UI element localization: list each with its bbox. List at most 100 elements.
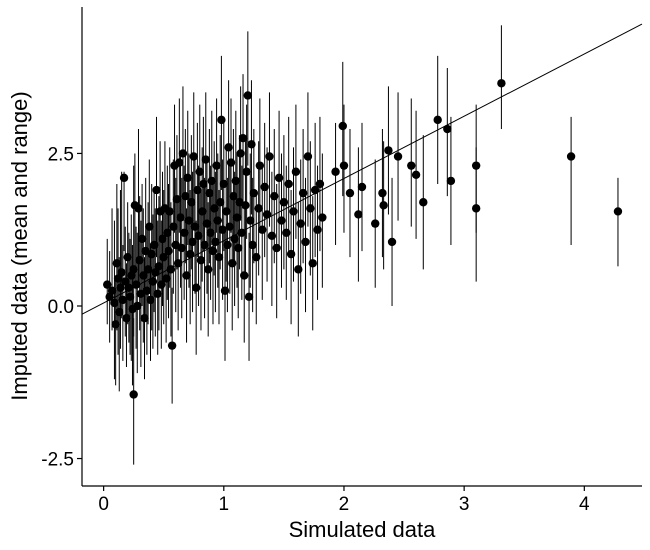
data-point [234, 243, 243, 253]
data-point [169, 222, 178, 231]
data-point [176, 213, 185, 222]
data-point [232, 213, 242, 222]
data-point [159, 252, 168, 262]
data-point [166, 265, 176, 274]
data-point [172, 195, 182, 204]
data-point [354, 210, 363, 219]
data-point [296, 219, 305, 228]
data-point [112, 259, 122, 268]
data-point [223, 240, 232, 250]
data-point [139, 271, 148, 280]
data-point [279, 198, 289, 207]
data-point [254, 204, 263, 213]
data-point [208, 246, 218, 256]
data-point [267, 231, 277, 241]
data-point [133, 301, 142, 311]
data-point [219, 179, 229, 189]
data-point [260, 182, 269, 192]
data-point [207, 176, 216, 186]
data-point [566, 152, 576, 161]
data-point [179, 228, 189, 237]
data-point [117, 268, 126, 277]
y-tick-label: -2.5 [41, 450, 74, 471]
data-point [272, 243, 281, 253]
data-point [140, 313, 149, 323]
data-point [222, 207, 231, 216]
x-axis-title: Simulated data [289, 517, 437, 542]
data-point [270, 191, 279, 201]
y-tick-label: 0.0 [48, 297, 74, 318]
data-point [167, 341, 177, 350]
data-point [379, 201, 388, 210]
data-point [231, 176, 241, 186]
x-tick-label: 4 [579, 494, 590, 515]
data-point [294, 265, 303, 274]
data-point [197, 207, 207, 216]
data-point [471, 161, 481, 170]
data-point [338, 121, 347, 131]
data-point [173, 259, 183, 268]
data-point [201, 155, 210, 164]
data-points [103, 79, 623, 399]
data-point [384, 146, 393, 155]
x-tick-label: 0 [98, 494, 109, 515]
data-point [497, 79, 506, 88]
data-point [262, 210, 272, 219]
data-point [211, 237, 220, 247]
data-point [226, 158, 236, 167]
data-point [177, 243, 186, 253]
data-point [131, 280, 141, 289]
data-point [238, 133, 248, 143]
data-point [212, 161, 221, 170]
data-point [196, 256, 206, 265]
data-point [183, 173, 192, 183]
data-point [199, 179, 208, 189]
data-point [191, 283, 201, 292]
data-point [187, 198, 196, 207]
data-point [142, 286, 152, 295]
data-point [378, 188, 387, 198]
data-point [248, 240, 257, 250]
data-point [158, 234, 167, 244]
data-point [146, 295, 155, 305]
data-point [111, 320, 120, 329]
data-point [242, 167, 251, 176]
data-point [116, 283, 125, 292]
data-point [145, 222, 154, 231]
data-point [310, 185, 320, 195]
data-point [209, 204, 219, 213]
data-point [194, 231, 203, 241]
data-point [122, 313, 131, 323]
data-point [289, 207, 298, 216]
data-point [286, 249, 296, 259]
data-point [315, 179, 325, 189]
data-point [193, 185, 202, 195]
data-point [182, 271, 191, 280]
data-point [202, 219, 212, 228]
data-point [258, 225, 267, 234]
data-point [237, 228, 247, 237]
x-axis-ticks: 0 1 2 3 4 [98, 486, 590, 515]
data-point [153, 289, 162, 298]
data-point [152, 185, 161, 195]
data-point [265, 152, 274, 161]
data-point [224, 143, 233, 152]
data-point [213, 216, 222, 225]
data-point [345, 188, 355, 198]
data-point [103, 280, 112, 289]
data-point [190, 222, 200, 231]
data-point [129, 265, 138, 274]
data-point [393, 152, 403, 161]
data-point [119, 173, 129, 183]
data-point [206, 228, 215, 237]
data-point [181, 191, 190, 201]
data-point [161, 274, 171, 283]
data-point [308, 259, 317, 268]
data-point [195, 167, 204, 176]
data-point [149, 240, 159, 250]
data-point [471, 204, 481, 213]
data-point [200, 240, 209, 250]
data-point [134, 204, 143, 213]
data-point [291, 167, 301, 176]
data-point [331, 167, 340, 176]
